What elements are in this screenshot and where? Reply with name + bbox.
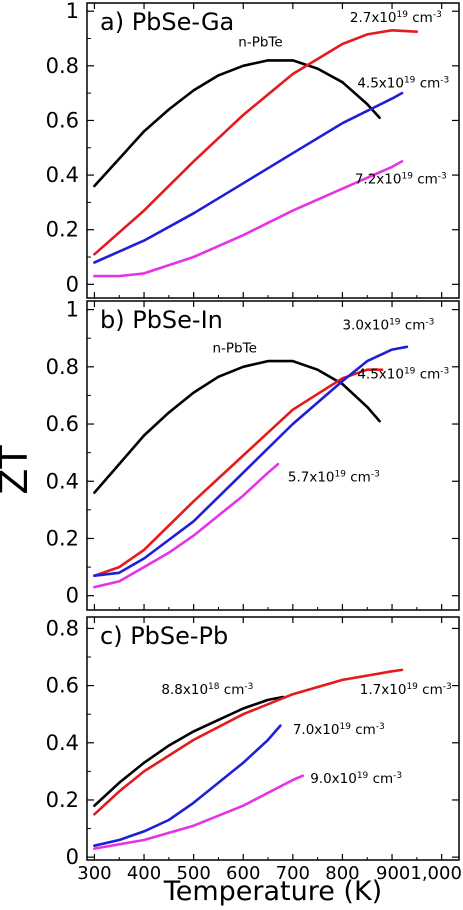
- panel-0: 0 0.2 0.4 0.6 0.8 1 a) PbSe-Gan-PbTe 2.7x1019 c…: [46, 0, 460, 299]
- panel-title: b) PbSe-In: [100, 306, 223, 334]
- y-tick-label: 0.4: [46, 163, 79, 187]
- series-annotation: 2.7x1019 cm-3: [350, 10, 442, 26]
- series-annotation: n-PbTe: [212, 341, 256, 357]
- plot-frame: [86, 616, 460, 861]
- series-group: [93, 668, 404, 850]
- y-tick-label: 0.8: [46, 616, 79, 640]
- plot-frame: [86, 300, 460, 611]
- series-annotation: 4.5x1019 cm-3: [357, 366, 449, 382]
- y-tick-label: 0.8: [46, 54, 79, 78]
- series-annotation: 3.0x1019 cm-3: [342, 318, 434, 334]
- x-axis: 300 400 500 600 700 800 9001,000: [77, 863, 462, 884]
- x-axis-title: Temperature (K): [163, 876, 382, 907]
- x-tick-label: 700: [276, 863, 310, 884]
- series-line: [93, 462, 280, 589]
- y-tick-label: 0: [66, 584, 79, 608]
- x-tick-label: 800: [325, 863, 359, 884]
- x-tick-label: 9001,000: [376, 863, 462, 884]
- x-tick-label: 300: [77, 863, 111, 884]
- y-tick-label: 0.8: [46, 355, 79, 379]
- panel-title: a) PbSe-Ga: [100, 8, 234, 36]
- series-annotation: 4.5x1019 cm-3: [357, 76, 449, 92]
- y-tick-label: 0.6: [46, 674, 79, 698]
- series-line: [93, 345, 409, 578]
- series-line: [93, 774, 305, 850]
- y-tick-label: 0.6: [46, 412, 79, 436]
- y-axis-title: ZT: [0, 445, 36, 495]
- y-tick-label: 1: [66, 298, 79, 322]
- series-group: [93, 28, 419, 278]
- y-tick-label: 0.4: [46, 469, 79, 493]
- series-annotation: 7.0x1019 cm-3: [293, 722, 385, 738]
- series-line: [93, 91, 404, 264]
- series-annotation: 1.7x1019 cm-3: [360, 682, 452, 698]
- y-tick-label: 0.6: [46, 108, 79, 132]
- panel-2: 0 0.2 0.4 0.6 0.8 c) PbSe-Pb 8.8x1018 cm-3 1.7x…: [46, 616, 460, 869]
- y-tick-label: 0.2: [46, 788, 79, 812]
- plot-frame: [86, 2, 460, 299]
- series-annotation: 7.2x1019 cm-3: [355, 171, 447, 187]
- series-group: [93, 345, 409, 589]
- y-tick-label: 0: [66, 272, 79, 296]
- series-annotation: 5.7x1019 cm-3: [288, 469, 380, 485]
- y-tick-label: 0: [66, 845, 79, 869]
- series-line: [93, 160, 404, 278]
- series-annotation: n-PbTe: [238, 35, 282, 51]
- series-annotation: 8.8x1018 cm-3: [161, 682, 253, 698]
- y-tick-label: 0.2: [46, 218, 79, 242]
- series-line: [93, 59, 381, 188]
- series-line: [93, 359, 381, 495]
- series-line: [93, 368, 384, 578]
- series-line: [93, 668, 404, 816]
- panel-title: c) PbSe-Pb: [100, 622, 228, 650]
- x-tick-label: 600: [226, 863, 260, 884]
- y-tick-label: 1: [66, 0, 79, 23]
- series-annotation: 9.0x1019 cm-3: [310, 771, 402, 787]
- series-line: [93, 724, 282, 848]
- x-tick-label: 400: [127, 863, 161, 884]
- y-tick-label: 0.4: [46, 731, 79, 755]
- y-tick-label: 0.2: [46, 526, 79, 550]
- series-line: [93, 695, 285, 808]
- x-tick-label: 500: [176, 863, 210, 884]
- series-line: [93, 28, 419, 256]
- panel-1: 0 0.2 0.4 0.6 0.8 1 b) PbSe-In n-PbTe 3.0x1019 c…: [46, 298, 460, 611]
